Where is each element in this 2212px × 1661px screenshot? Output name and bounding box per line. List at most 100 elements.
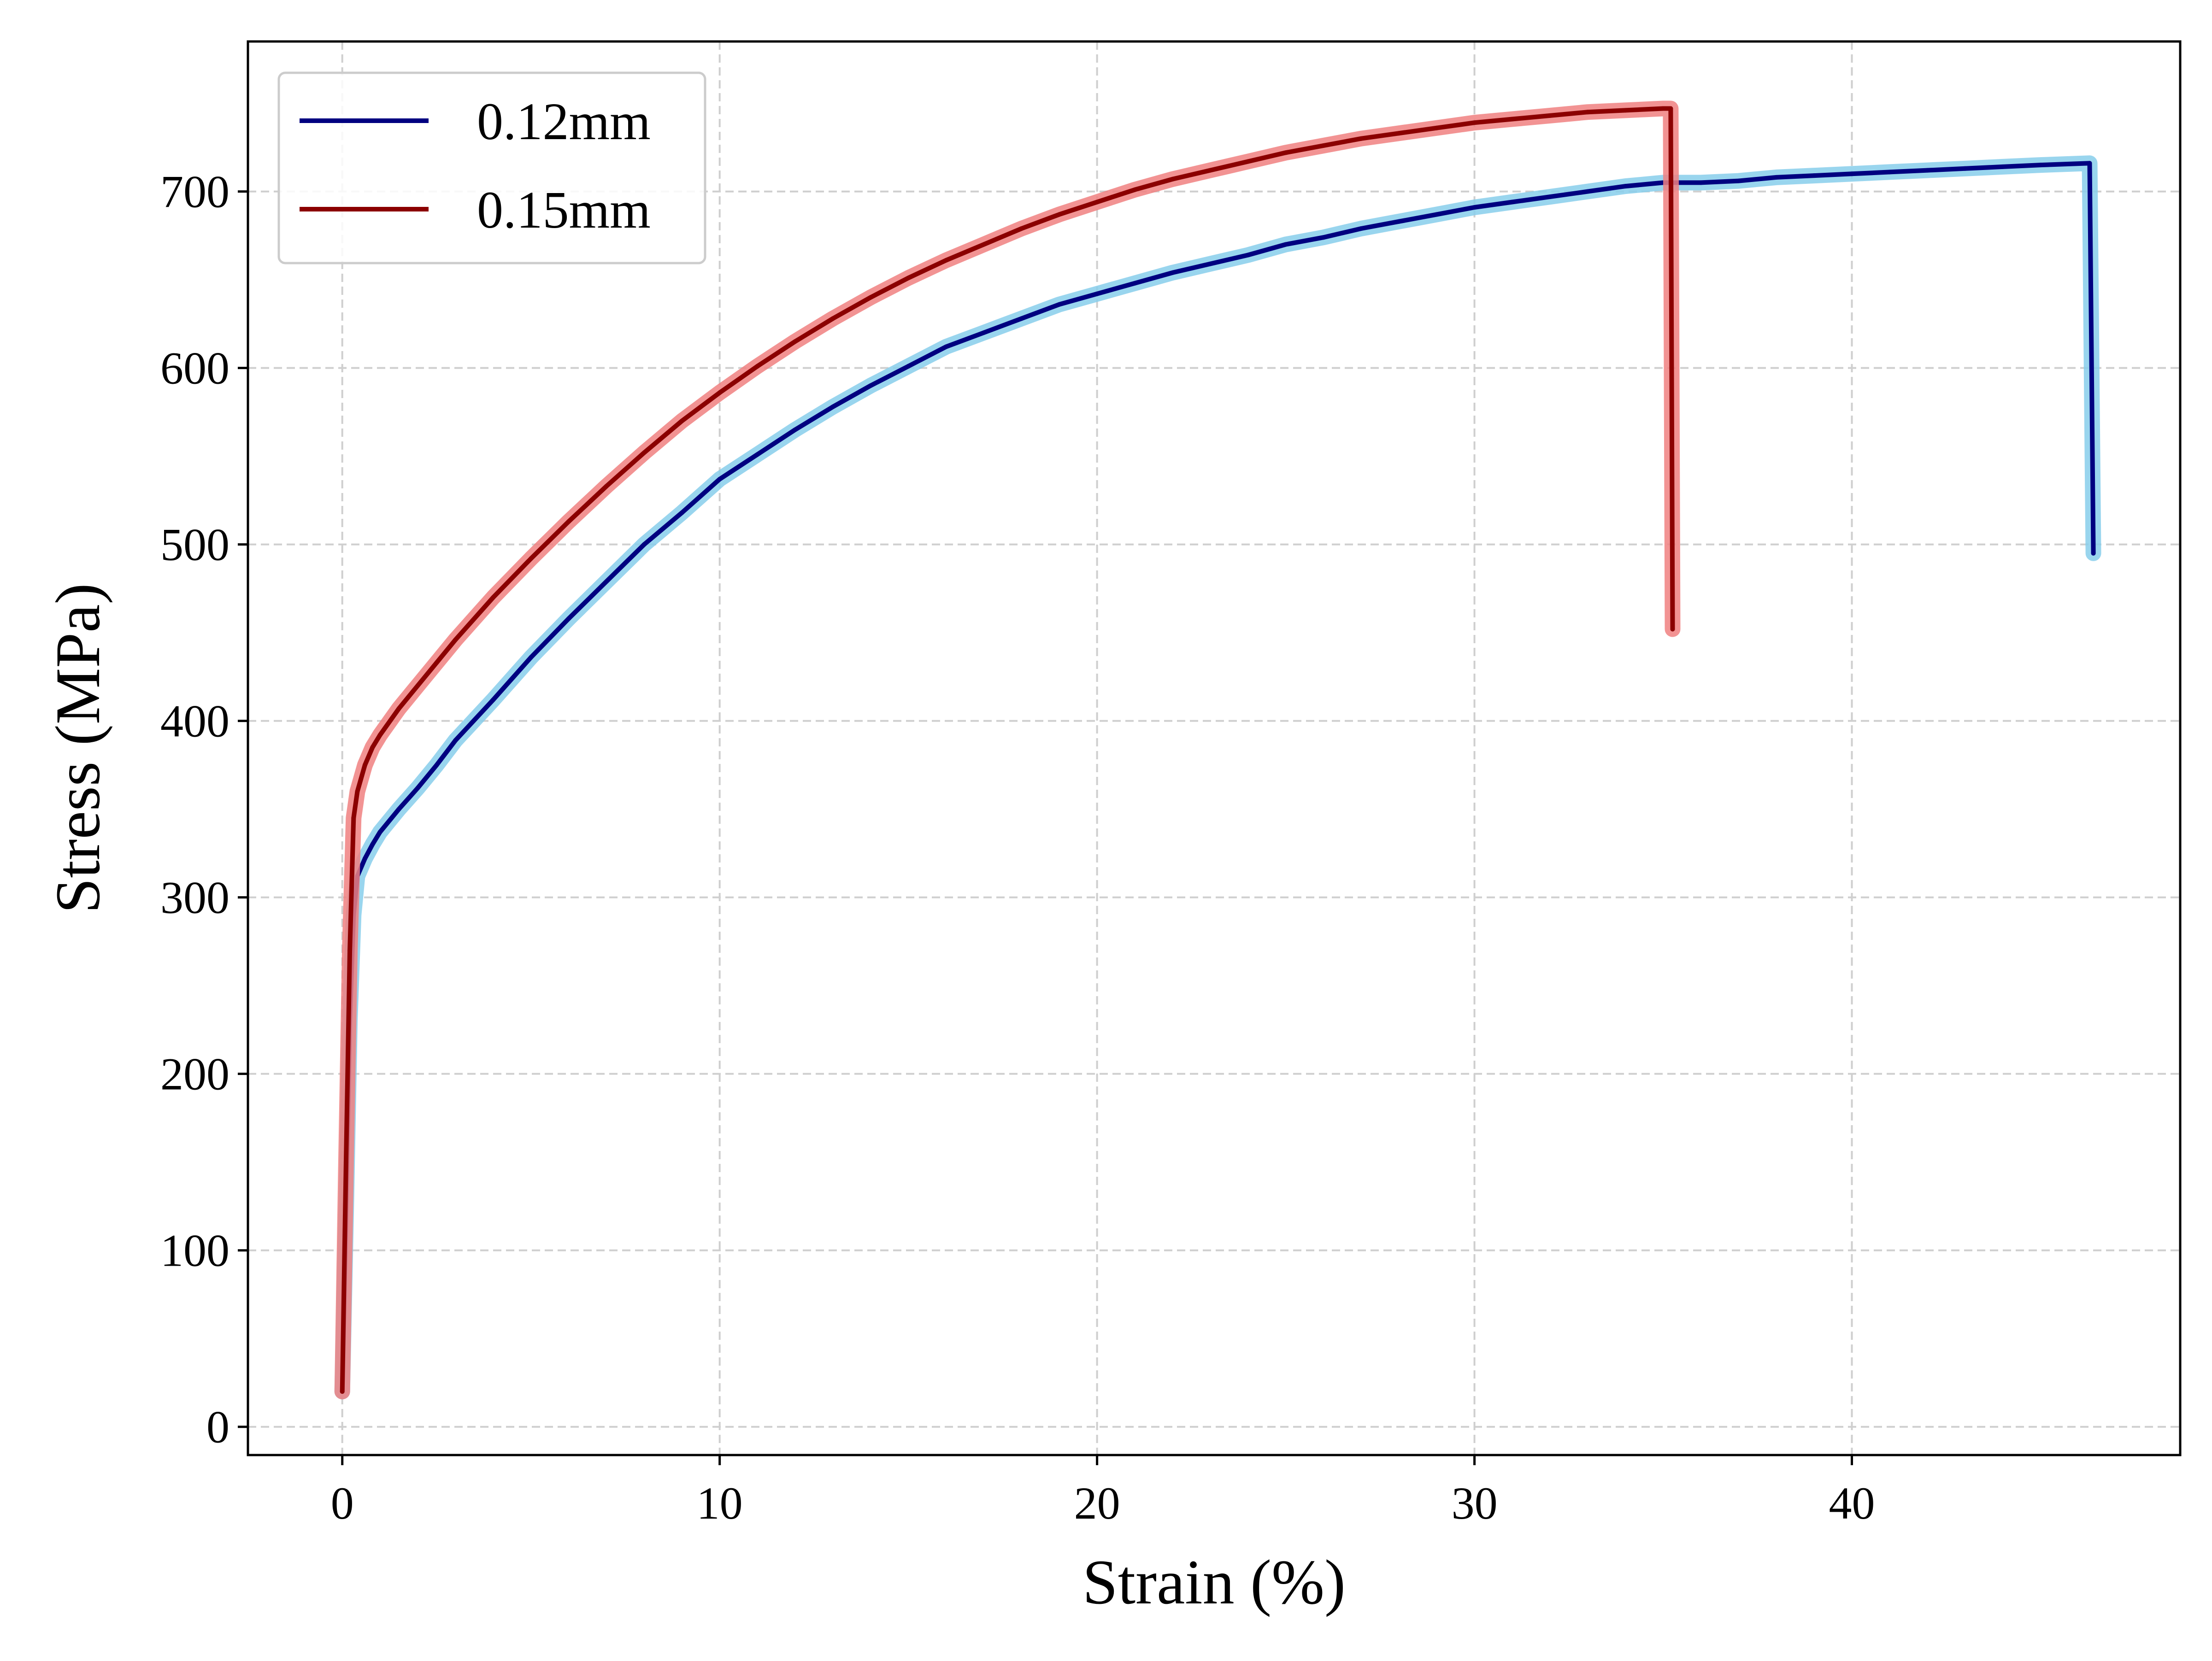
y-tick-label-700: 700 bbox=[160, 166, 229, 217]
data-point-0-12mm-11 bbox=[453, 738, 458, 743]
data-point-0-12mm-10 bbox=[434, 763, 439, 768]
data-point-0-12mm-9 bbox=[415, 786, 420, 791]
legend: 0.12mm 0.15mm bbox=[277, 71, 706, 264]
series-line-0-15mm bbox=[340, 106, 1675, 1394]
data-point-0-12mm-45 bbox=[1736, 178, 1741, 183]
data-point-0-12mm-53 bbox=[2038, 163, 2043, 168]
data-point-0-15mm-18 bbox=[717, 390, 722, 395]
data-point-0-12mm-32 bbox=[1246, 252, 1251, 258]
data-point-0-12mm-30 bbox=[1170, 270, 1175, 275]
data-point-0-12mm-27 bbox=[1057, 302, 1062, 307]
series-layer bbox=[334, 100, 2101, 1400]
y-axis-title: Stress (MPa) bbox=[42, 583, 113, 914]
data-point-0-15mm-1 bbox=[343, 1160, 348, 1165]
data-point-0-12mm-7 bbox=[377, 829, 382, 834]
data-point-0-12mm-28 bbox=[1094, 291, 1100, 296]
series-line-0-12mm bbox=[340, 161, 2096, 1394]
data-point-0-12mm-15 bbox=[604, 579, 609, 584]
data-point-0-15mm-0 bbox=[340, 1389, 345, 1394]
x-tick-label-30: 30 bbox=[1452, 1478, 1498, 1529]
data-point-0-15mm-4 bbox=[355, 789, 360, 794]
data-point-0-15mm-45 bbox=[1670, 627, 1675, 632]
data-point-0-12mm-44 bbox=[1698, 180, 1703, 185]
data-point-0-12mm-20 bbox=[793, 427, 798, 432]
y-tick-label-200: 200 bbox=[160, 1049, 229, 1100]
data-point-0-12mm-42 bbox=[1623, 184, 1628, 189]
x-tick-label-40: 40 bbox=[1829, 1478, 1875, 1529]
data-point-0-12mm-41 bbox=[1585, 189, 1590, 194]
y-tick-label-600: 600 bbox=[160, 343, 229, 394]
data-point-0-12mm-46 bbox=[1774, 175, 1779, 180]
data-point-0-15mm-27 bbox=[1057, 212, 1062, 217]
data-point-0-15mm-8 bbox=[396, 706, 401, 711]
data-point-0-15mm-32 bbox=[1246, 159, 1251, 164]
data-point-0-12mm-33 bbox=[1283, 242, 1288, 247]
data-point-0-12mm-49 bbox=[1887, 170, 1892, 175]
data-point-0-12mm-12 bbox=[491, 697, 496, 702]
data-point-0-12mm-17 bbox=[679, 510, 684, 515]
legend-label-0-12mm: 0.12mm bbox=[477, 92, 651, 151]
data-point-0-15mm-38 bbox=[1472, 120, 1477, 125]
plot-frame bbox=[247, 40, 2182, 1456]
data-point-0-15mm-15 bbox=[604, 484, 609, 489]
data-point-0-15mm-29 bbox=[1132, 187, 1137, 192]
data-point-0-15mm-17 bbox=[679, 418, 684, 423]
data-point-0-12mm-55 bbox=[2091, 551, 2096, 556]
data-point-0-15mm-11 bbox=[453, 637, 458, 642]
data-point-0-15mm-2 bbox=[347, 948, 353, 953]
data-point-0-12mm-14 bbox=[566, 616, 571, 621]
x-tick-label-20: 20 bbox=[1074, 1478, 1120, 1529]
data-point-0-12mm-21 bbox=[830, 404, 835, 409]
data-point-0-12mm-26 bbox=[1019, 316, 1024, 321]
data-point-0-15mm-40 bbox=[1547, 113, 1553, 118]
data-point-0-15mm-36 bbox=[1396, 131, 1401, 136]
data-point-0-12mm-13 bbox=[529, 655, 534, 660]
data-point-0-12mm-38 bbox=[1472, 205, 1477, 210]
data-point-0-15mm-30 bbox=[1170, 176, 1175, 182]
data-point-0-12mm-31 bbox=[1208, 261, 1213, 266]
data-point-0-15mm-23 bbox=[906, 276, 911, 281]
data-point-0-12mm-36 bbox=[1396, 219, 1401, 224]
data-point-0-15mm-39 bbox=[1510, 117, 1515, 122]
data-point-0-15mm-10 bbox=[434, 660, 439, 665]
data-point-0-15mm-42 bbox=[1623, 108, 1628, 113]
data-point-0-12mm-37 bbox=[1434, 212, 1439, 217]
data-point-0-12mm-48 bbox=[1849, 171, 1854, 176]
data-point-0-15mm-12 bbox=[491, 595, 496, 600]
data-point-0-12mm-22 bbox=[868, 383, 873, 388]
data-point-0-12mm-47 bbox=[1812, 173, 1817, 178]
x-axis-title: Strain (%) bbox=[1082, 1547, 1346, 1617]
y-tick-label-500: 500 bbox=[160, 519, 229, 570]
data-point-0-15mm-9 bbox=[415, 683, 420, 688]
data-point-0-15mm-35 bbox=[1359, 136, 1364, 141]
data-point-0-15mm-33 bbox=[1283, 150, 1288, 155]
data-point-0-12mm-35 bbox=[1359, 226, 1364, 231]
data-point-0-12mm-51 bbox=[1963, 166, 1968, 171]
data-point-0-12mm-40 bbox=[1547, 194, 1553, 200]
data-point-0-15mm-21 bbox=[830, 316, 835, 321]
y-tick-label-0: 0 bbox=[206, 1402, 229, 1453]
data-point-0-15mm-7 bbox=[377, 733, 382, 738]
data-point-0-12mm-16 bbox=[641, 542, 647, 547]
data-point-0-15mm-41 bbox=[1585, 110, 1590, 115]
data-point-0-12mm-25 bbox=[981, 330, 986, 335]
data-point-0-15mm-43 bbox=[1661, 106, 1665, 111]
legend-label-0-15mm: 0.15mm bbox=[477, 181, 651, 239]
data-point-0-15mm-31 bbox=[1208, 168, 1213, 173]
data-point-0-12mm-29 bbox=[1132, 281, 1137, 286]
y-tick-label-300: 300 bbox=[160, 872, 229, 923]
data-point-0-12mm-39 bbox=[1510, 200, 1515, 205]
data-point-0-15mm-13 bbox=[529, 556, 534, 561]
data-point-0-15mm-19 bbox=[755, 364, 760, 369]
data-point-0-15mm-5 bbox=[362, 763, 367, 768]
data-point-0-15mm-16 bbox=[641, 450, 647, 455]
x-tick-label-10: 10 bbox=[697, 1478, 743, 1529]
data-point-0-15mm-28 bbox=[1094, 200, 1100, 205]
data-point-0-15mm-3 bbox=[351, 816, 356, 821]
data-point-0-12mm-19 bbox=[755, 452, 760, 457]
y-tick-label-100: 100 bbox=[160, 1225, 229, 1276]
data-point-0-15mm-14 bbox=[566, 519, 571, 524]
data-point-0-15mm-37 bbox=[1434, 125, 1439, 130]
